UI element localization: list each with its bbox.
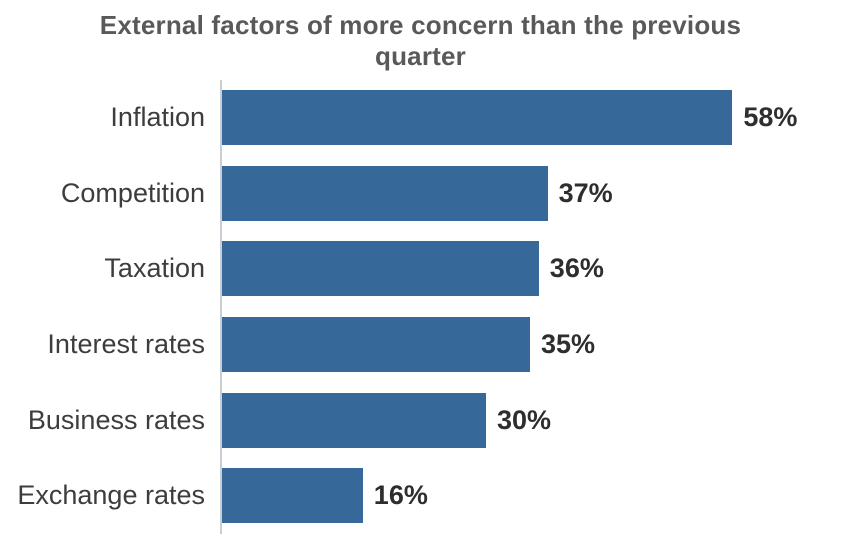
value-label: 30% [497,404,552,435]
category-label: Competition [60,177,205,208]
category-label: Business rates [27,404,205,435]
bar-row: Taxation 36% [0,231,841,307]
bar-row: Competition 37% [0,155,841,232]
category-label: Inflation [110,102,205,133]
bar-track: 36% [220,231,841,307]
category-label: Interest rates [47,329,205,360]
bar-row: Business rates 30% [0,382,841,458]
bar-row: Inflation 58% [0,80,841,156]
value-label: 16% [373,480,428,511]
bar-track: 35% [220,306,841,383]
value-label: 35% [541,329,596,360]
value-label: 36% [549,253,604,284]
bar-track: 16% [220,457,841,534]
value-label: 58% [743,102,798,133]
bar-track: 58% [220,80,841,156]
category-label: Taxation [104,253,205,284]
bar [222,241,539,297]
value-label: 37% [558,177,613,208]
bar [222,90,733,146]
bar-row: Interest rates 35% [0,306,841,383]
bar [222,392,486,448]
bar [222,165,548,221]
bar [222,468,363,524]
chart-title: External factors of more concern than th… [99,10,742,71]
bar-track: 30% [220,382,841,458]
bar-track: 37% [220,155,841,232]
category-label: Exchange rates [17,480,205,511]
bars-container: Inflation 58% Competition 37% Taxation 3… [0,80,841,534]
bar [222,317,530,373]
bar-row: Exchange rates 16% [0,457,841,534]
plot-area: Inflation 58% Competition 37% Taxation 3… [0,80,841,534]
